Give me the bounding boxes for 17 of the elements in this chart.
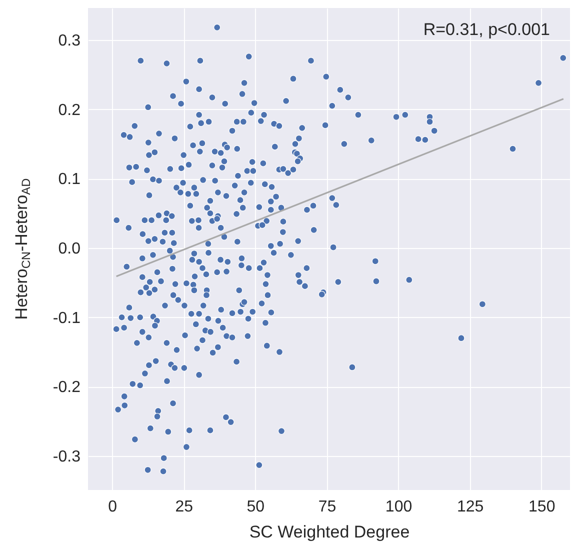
- x-tick-label: 25: [175, 498, 194, 516]
- x-tick-label: 50: [246, 498, 265, 516]
- annotation: R=0.31, p<0.001: [423, 20, 550, 39]
- y-tick-label: -0.3: [52, 448, 81, 466]
- y-tick-label: -0.1: [52, 310, 81, 327]
- x-tick-label: 150: [528, 498, 556, 516]
- y-tick-label: 0.2: [58, 102, 81, 119]
- y-tick-label: -0.2: [52, 379, 81, 396]
- x-tick-label: 75: [318, 498, 336, 516]
- y-tick-label: 0.1: [58, 171, 81, 188]
- y-tick-label: 0.0: [58, 240, 81, 258]
- y-tick-label: 0.3: [58, 32, 81, 50]
- x-tick-label: 0: [108, 498, 118, 516]
- y-axis-title: HeteroCN-HeteroAD: [12, 178, 33, 320]
- x-tick-label: 125: [456, 498, 484, 516]
- x-axis-title: SC Weighted Degree: [249, 522, 410, 542]
- x-tick-label: 100: [385, 498, 412, 516]
